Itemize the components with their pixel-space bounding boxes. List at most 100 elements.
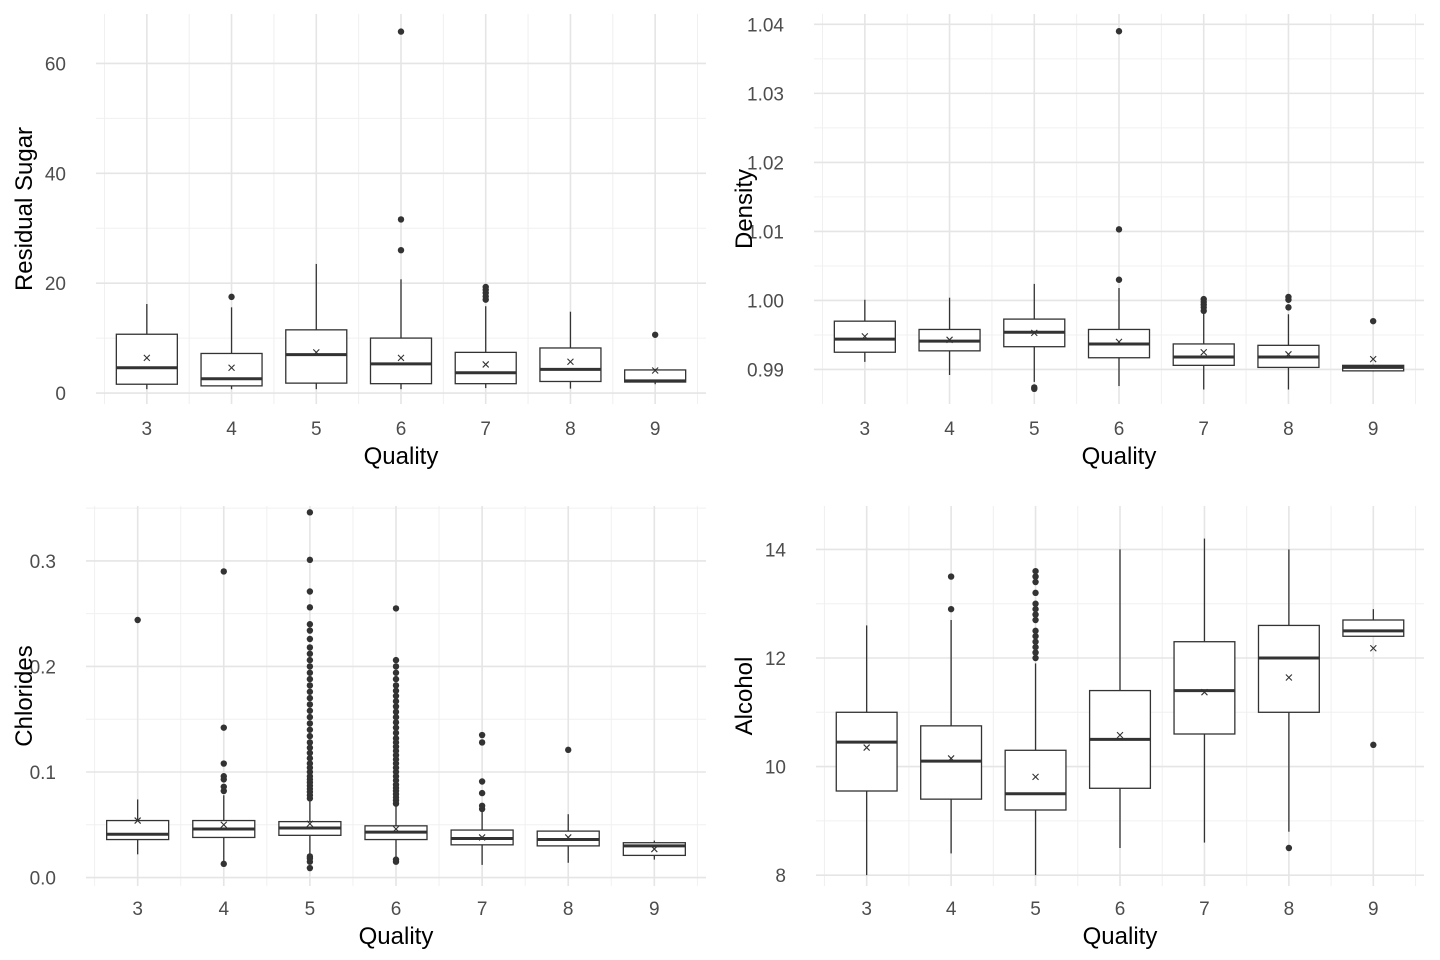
- box-group-quality-4: [200, 293, 263, 390]
- box-iqr: [539, 347, 602, 383]
- outlier-point: [134, 616, 141, 624]
- outlier-point: [1285, 844, 1293, 852]
- x-tick-label: 6: [396, 419, 407, 440]
- outlier-point: [392, 724, 400, 731]
- box-group-quality-8: [536, 746, 600, 863]
- x-tick-label: 3: [860, 419, 871, 440]
- x-tick-label: 5: [1029, 419, 1040, 440]
- outlier-point: [397, 246, 405, 254]
- x-tick-label: 7: [1198, 419, 1209, 440]
- outlier-point: [392, 692, 400, 700]
- box-iqr: [106, 819, 170, 841]
- outlier-point: [220, 724, 227, 731]
- mean-mark-stroke: [1285, 350, 1292, 358]
- y-axis-title: Residual Sugar: [11, 127, 38, 291]
- outlier-point: [220, 860, 227, 868]
- x-axis-title: Quality: [359, 923, 434, 950]
- box-iqr: [1257, 624, 1320, 713]
- mean-mark-stroke: [1115, 338, 1123, 346]
- mean-mark-stroke: [482, 361, 490, 368]
- mean-mark-stroke: [397, 354, 405, 362]
- box-group-quality-5: [1003, 283, 1066, 393]
- x-tick-label: 3: [142, 419, 153, 440]
- outlier-point: [392, 735, 400, 742]
- outlier-point: [947, 605, 955, 613]
- mean-marker: [1116, 731, 1124, 739]
- box-group-quality-6: [1087, 28, 1151, 387]
- outlier-point: [1032, 573, 1039, 580]
- panel-alcohol: 8 10 12 14 3 4 5 6 7 8 9 Quality Alcohol: [731, 506, 1424, 950]
- mean-mark-stroke: [134, 817, 142, 824]
- mean-mark-stroke: [312, 348, 320, 356]
- outlier-point: [1032, 627, 1039, 635]
- x-tick-label: 8: [1283, 419, 1294, 440]
- x-tick-label: 6: [1114, 419, 1125, 440]
- outlier-point: [306, 644, 314, 651]
- x-tick-label: 3: [132, 899, 143, 920]
- outlier-point: [482, 283, 489, 291]
- outlier-point: [392, 669, 400, 676]
- mean-mark-stroke: [1200, 348, 1208, 356]
- y-tick-label: 0.3: [30, 552, 56, 573]
- x-tick-label: 8: [565, 419, 576, 440]
- outlier-point: [392, 708, 400, 716]
- box-group-quality-7: [450, 731, 514, 865]
- outlier-point: [1032, 589, 1039, 597]
- outlier-point: [306, 864, 314, 872]
- outlier-point: [1200, 295, 1207, 303]
- mean-mark-stroke: [392, 825, 400, 833]
- outlier-point: [1032, 578, 1039, 586]
- mean-mark-stroke: [861, 332, 869, 340]
- outlier-point: [306, 688, 314, 695]
- box-group-quality-5: [1004, 567, 1067, 876]
- x-tick-label: 5: [1030, 899, 1041, 920]
- outlier-point: [306, 650, 314, 657]
- y-tick-label: 8: [775, 866, 786, 887]
- mean-marker: [1285, 674, 1293, 681]
- outlier-point: [306, 604, 314, 611]
- outlier-point: [306, 663, 314, 670]
- mean-marker: [1030, 329, 1038, 337]
- box-group-quality-9: [622, 840, 686, 860]
- mean-marker: [564, 834, 572, 841]
- outlier-point: [306, 755, 314, 762]
- outlier-point: [478, 778, 486, 785]
- outlier-point: [1032, 633, 1039, 640]
- x-tick-label: 4: [226, 419, 237, 440]
- outlier-point: [397, 28, 405, 35]
- outlier-point: [306, 707, 314, 714]
- outlier-point: [1031, 385, 1038, 393]
- mean-marker: [312, 348, 320, 356]
- y-tick-label: 0.2: [30, 657, 56, 678]
- outlier-point: [392, 719, 400, 726]
- x-tick-label: 7: [477, 899, 488, 920]
- y-tick-label: 1.03: [747, 84, 784, 105]
- box-iqr: [115, 333, 178, 385]
- y-tick-label: 10: [765, 758, 786, 779]
- box-group-quality-4: [918, 297, 981, 376]
- y-tick-label: 1.02: [747, 153, 784, 174]
- box-group-quality-3: [833, 299, 896, 362]
- outlier-point: [392, 605, 400, 612]
- x-tick-label: 4: [218, 899, 229, 920]
- x-axis-title: Quality: [364, 443, 439, 470]
- outlier-point: [306, 739, 314, 746]
- outlier-point: [1032, 654, 1039, 662]
- outlier-point: [478, 739, 486, 746]
- outlier-point: [947, 573, 955, 580]
- x-tick-label: 6: [1115, 899, 1126, 920]
- outlier-point: [306, 509, 314, 516]
- outlier-point: [392, 698, 400, 705]
- mean-marker: [228, 364, 235, 372]
- box-group-quality-5: [278, 509, 342, 872]
- outlier-point: [228, 293, 235, 301]
- outlier-point: [306, 749, 314, 757]
- mean-marker: [143, 354, 151, 362]
- outlier-point: [306, 726, 314, 733]
- box-group-quality-7: [1172, 295, 1235, 390]
- outlier-point: [1115, 226, 1123, 233]
- mean-mark-stroke: [1032, 773, 1039, 781]
- outlier-point: [306, 635, 314, 643]
- box-iqr: [1342, 619, 1405, 637]
- y-tick-label: 20: [45, 274, 66, 295]
